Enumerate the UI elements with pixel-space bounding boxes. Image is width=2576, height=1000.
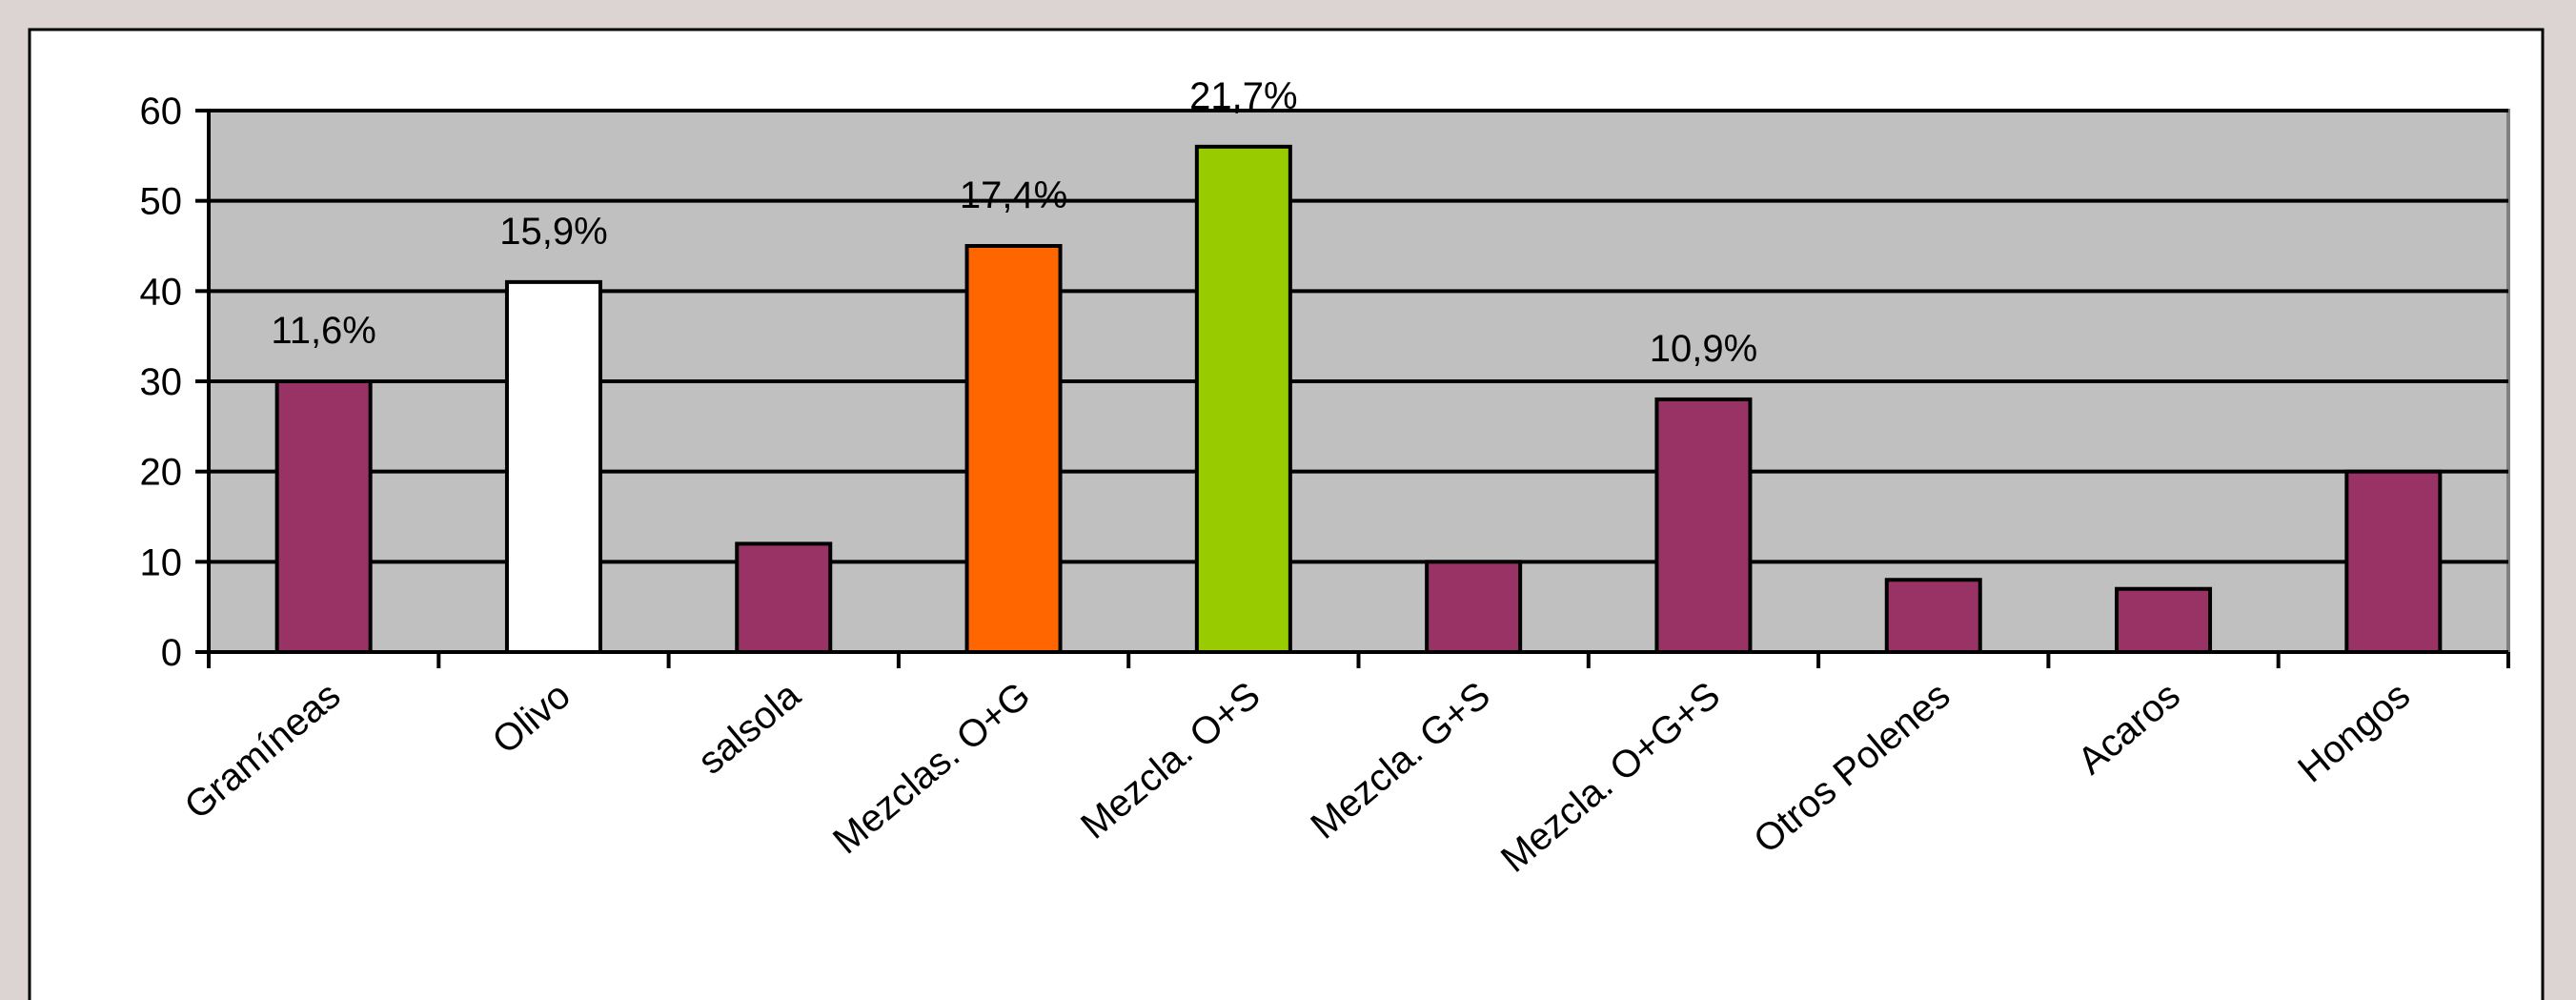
- annotation: 10,9%: [1650, 328, 1757, 370]
- annotation: 15,9%: [499, 211, 607, 253]
- y-tick-label: 0: [161, 632, 182, 674]
- annotation: 21,7%: [1189, 75, 1297, 117]
- y-tick-label: 60: [140, 91, 183, 133]
- bar: [1194, 144, 1292, 655]
- y-tick-label: 10: [140, 541, 183, 583]
- bar: [1425, 560, 1523, 654]
- bar: [964, 244, 1063, 654]
- bar: [1654, 397, 1753, 654]
- bar: [274, 379, 373, 654]
- bar: [504, 279, 602, 654]
- bar: [2344, 469, 2443, 654]
- y-tick-label: 50: [140, 181, 183, 223]
- y-tick-label: 40: [140, 271, 183, 313]
- bar: [1884, 578, 1982, 654]
- y-tick-label: 30: [140, 361, 183, 403]
- annotation: 11,6%: [271, 310, 375, 352]
- y-tick-label: 20: [140, 452, 183, 494]
- annotation: 17,4%: [960, 174, 1067, 216]
- bar: [2115, 586, 2213, 655]
- bar: [735, 541, 833, 655]
